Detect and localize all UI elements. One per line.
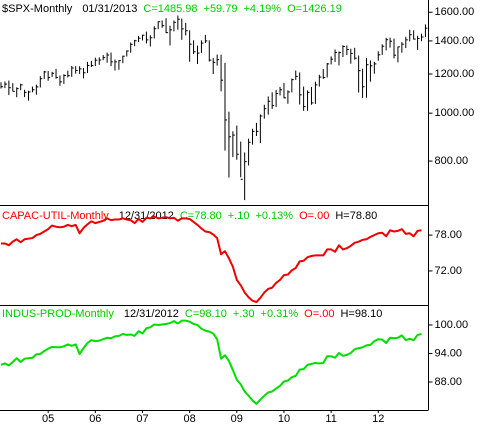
x-tick-label: 12 xyxy=(372,413,384,425)
y-tick-label: 1400.00 xyxy=(435,35,475,47)
x-tick-label: 09 xyxy=(231,413,243,425)
x-tick-label: 11 xyxy=(325,413,336,425)
header-stat: +4.19% xyxy=(243,3,281,15)
header-stat: 01/31/2013 xyxy=(82,3,137,15)
y-tick-label: 100.00 xyxy=(435,319,469,331)
panel-title: CAPAC-UTIL-Monthly xyxy=(2,210,109,222)
header-stat: +0.13% xyxy=(255,210,293,222)
x-tick-label: 08 xyxy=(184,413,196,425)
header-stat: +0.31% xyxy=(261,308,299,320)
y-tick-label: 94.00 xyxy=(435,347,463,359)
y-tick-label: 72.00 xyxy=(435,265,463,277)
x-tick-label: 05 xyxy=(42,413,54,425)
x-tick-label: 07 xyxy=(136,413,148,425)
data-line xyxy=(0,319,422,405)
y-tick-label: 88.00 xyxy=(435,376,463,388)
y-tick-label: 1000.00 xyxy=(435,107,475,119)
header-stat: C=1485.98 xyxy=(143,3,197,15)
data-line xyxy=(1,215,422,304)
header-stat: C=98.10 xyxy=(185,308,227,320)
header-stat: O=.00 xyxy=(299,210,329,222)
y-tick-label: 78.00 xyxy=(435,229,463,241)
panel-title: INDUS-PROD-Monthly xyxy=(2,308,114,320)
header-stat: C=78.80 xyxy=(180,210,222,222)
header-stat: 12/31/2012 xyxy=(124,308,179,320)
x-tick-label: 06 xyxy=(89,413,101,425)
header-stat: +59.79 xyxy=(204,3,238,15)
header-stat: +.30 xyxy=(233,308,255,320)
header-stat: H=98.10 xyxy=(340,308,382,320)
header-stat: O=.00 xyxy=(304,308,334,320)
y-tick-label: 1200.00 xyxy=(435,68,475,80)
header-stat: O=1426.19 xyxy=(287,3,342,15)
x-tick-label: 10 xyxy=(278,413,290,425)
y-tick-label: 800.00 xyxy=(435,155,469,167)
panel-title: $SPX-Monthly xyxy=(2,3,73,15)
header-stat: H=78.80 xyxy=(335,210,377,222)
header-stat: +.10 xyxy=(228,210,250,222)
y-tick-label: 1600.00 xyxy=(435,6,475,18)
panel-header: INDUS-PROD-Monthly 12/31/2012 C=98.10 +.30 +… xyxy=(2,308,382,320)
panel-header: $SPX-Monthly 01/31/2013 C=1485.98 +59.79 +4.… xyxy=(2,3,342,15)
